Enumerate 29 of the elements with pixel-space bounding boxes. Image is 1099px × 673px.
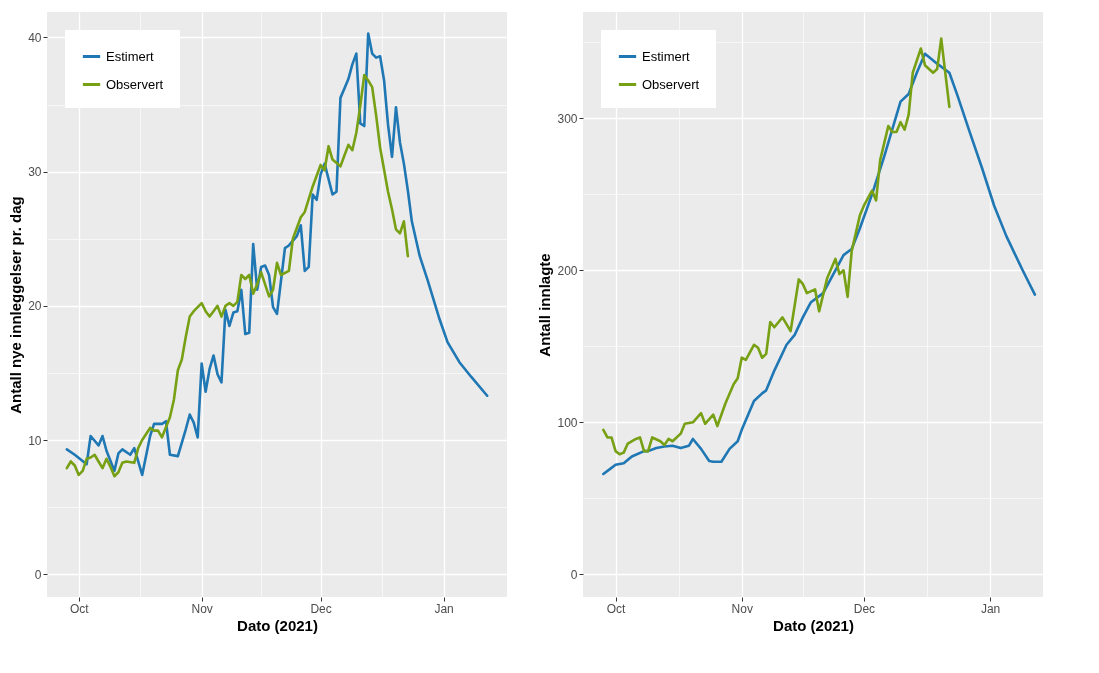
y-tick-label: 10 (28, 433, 42, 448)
x-axis-title: Dato (2021) (773, 616, 854, 634)
x-tick-label: Nov (191, 601, 213, 616)
line-series (602, 37, 951, 456)
legend-label: Observert (106, 76, 164, 92)
x-tick-label: Dec (853, 601, 876, 616)
legend-label: Observert (642, 76, 700, 92)
y-tick-label: 20 (28, 299, 42, 314)
line-series (65, 32, 489, 477)
x-tick-label: Nov (731, 601, 753, 616)
x-tick-label: Oct (606, 601, 627, 616)
y-tick-label: 40 (28, 30, 42, 45)
x-tick-label: Dec (310, 601, 332, 616)
line-series (65, 73, 410, 478)
x-tick-label: Jan (434, 601, 454, 616)
x-tick-label: Jan (980, 601, 1001, 616)
y-axis-title: Antall nye innleggelser pr. dag (7, 196, 25, 414)
x-axis-title: Dato (2021) (237, 616, 318, 634)
line-series (602, 52, 1037, 476)
y-tick-label: 0 (570, 567, 578, 582)
y-tick-label: 300 (557, 111, 578, 126)
legend-label: Estimert (106, 48, 155, 64)
y-tick-label: 100 (557, 415, 578, 430)
y-tick-label: 0 (34, 567, 42, 582)
legend-label: Estimert (642, 48, 691, 64)
x-tick-label: Oct (69, 601, 90, 616)
y-axis-title: Antall innlagte (536, 253, 554, 357)
y-tick-label: 200 (557, 263, 578, 278)
y-tick-label: 30 (28, 165, 42, 180)
